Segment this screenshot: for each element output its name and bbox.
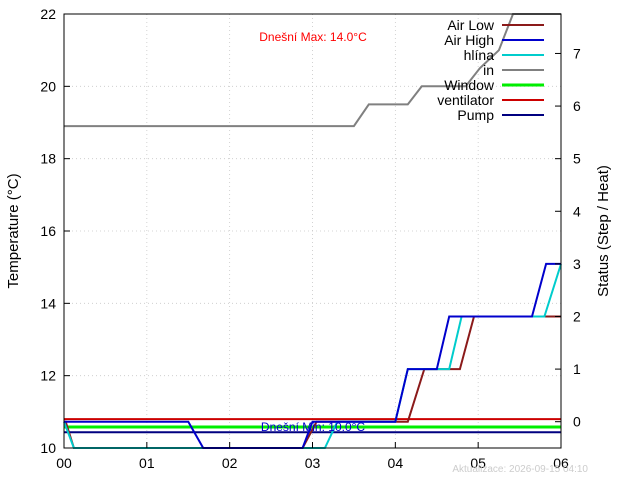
legend-label: ventilator [437, 92, 494, 108]
x-tick-label: 06 [553, 455, 569, 471]
x-tick-label: 05 [470, 455, 486, 471]
legend-label: Pump [457, 107, 494, 123]
y-axis-label: Temperature (°C) [5, 173, 22, 288]
legend-label: Air High [444, 32, 494, 48]
y2-tick-label: 4 [573, 203, 581, 219]
x-tick-label: 02 [222, 455, 238, 471]
update-timestamp: Aktualizace: 2026-09-15 04:10 [452, 464, 588, 475]
y-tick-label: 12 [40, 368, 56, 384]
x-tick-label: 04 [388, 455, 404, 471]
y-tick-label: 22 [40, 6, 56, 22]
y-tick-label: 10 [40, 440, 56, 456]
y2-tick-label: 1 [573, 361, 581, 377]
legend-label: Window [444, 77, 495, 93]
y2-tick-label: 6 [573, 98, 581, 114]
x-tick-label: 01 [139, 455, 155, 471]
x-tick-label: 03 [305, 455, 321, 471]
y2-tick-label: 7 [573, 45, 581, 61]
y-tick-label: 20 [40, 78, 56, 94]
min-temperature-annotation: Dnešní Min: 10.0°C [261, 420, 366, 434]
legend-label: Air Low [447, 17, 495, 33]
series-line-in [64, 13, 561, 128]
y2-tick-label: 5 [573, 151, 581, 167]
y2-axis-label: Status (Step / Heat) [595, 165, 612, 297]
legend-label: hlína [464, 47, 495, 63]
legend-label: in [483, 62, 494, 78]
y-tick-label: 14 [40, 295, 56, 311]
y-tick-label: 16 [40, 223, 56, 239]
y-tick-label: 18 [40, 151, 56, 167]
max-temperature-annotation: Dnešní Max: 14.0°C [259, 30, 367, 44]
y2-tick-label: 2 [573, 308, 581, 324]
y2-tick-label: 3 [573, 256, 581, 272]
y2-tick-label: 0 [573, 414, 581, 430]
x-tick-label: 00 [56, 455, 72, 471]
